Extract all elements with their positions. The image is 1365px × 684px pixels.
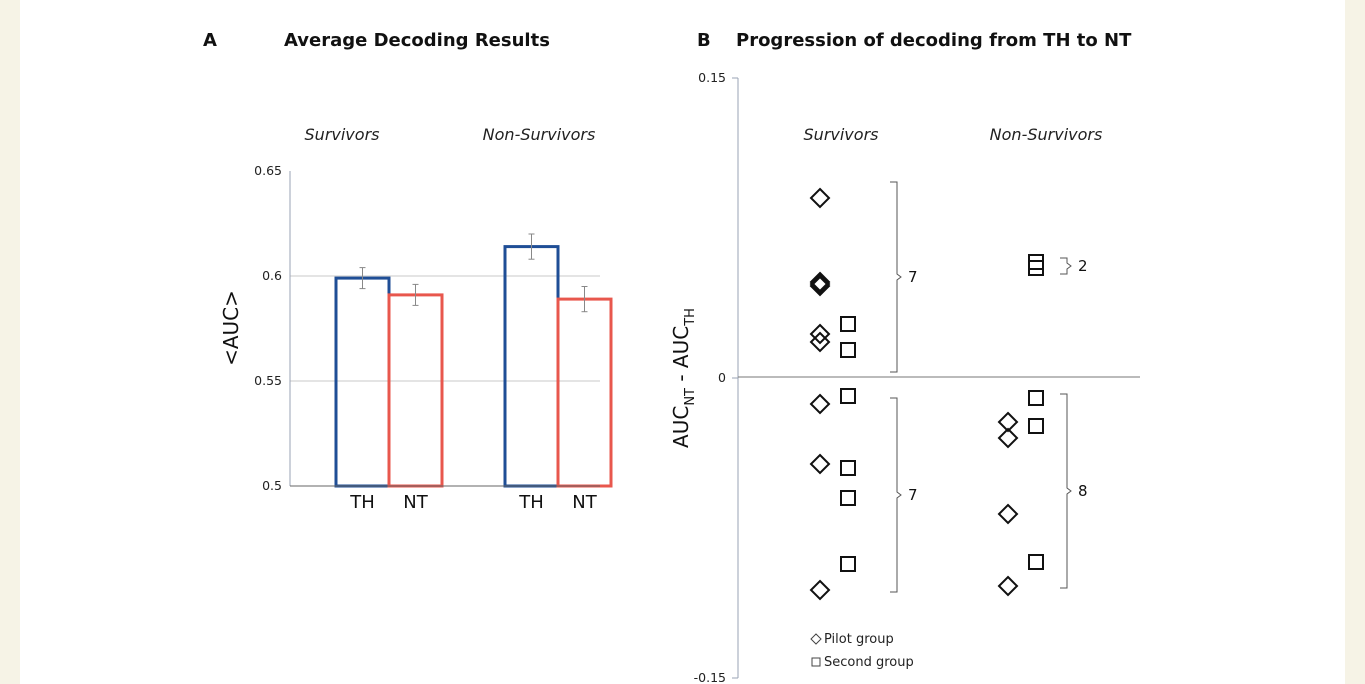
point-pilot-group	[809, 273, 831, 295]
legend-pilot-label: Pilot group	[824, 632, 894, 647]
panel-b-points	[809, 187, 1044, 601]
count-label: 2	[1078, 257, 1088, 275]
x-tick-label: TH	[518, 492, 544, 513]
panel-a-title: Average Decoding Results	[284, 30, 550, 51]
figure-canvas: A Average Decoding Results Survivors Non…	[203, 30, 1140, 684]
panel-b-title: Progression of decoding from TH to NT	[736, 30, 1132, 51]
point-pilot-group	[809, 453, 831, 475]
point-pilot-group	[809, 271, 831, 293]
panel-b-y-label: AUCNT - AUCTH	[669, 308, 698, 448]
count-bracket	[890, 397, 902, 593]
bar-nt-survivors	[387, 293, 444, 488]
figure: A Average Decoding Results Survivors Non…	[20, 0, 1345, 684]
panel-a-y-label: <AUC>	[219, 290, 243, 366]
panel-a-bars	[334, 245, 613, 488]
count-bracket	[1060, 393, 1072, 589]
point-second-group	[840, 556, 856, 572]
point-pilot-group	[809, 331, 831, 353]
point-pilot-group	[809, 393, 831, 415]
x-tick-label: NT	[572, 492, 597, 513]
y-tick-label: 0.15	[698, 70, 726, 85]
ylabel-main: AUC	[669, 406, 693, 448]
panel-b-letter: B	[697, 30, 711, 51]
y-tick-label: 0.65	[254, 163, 282, 178]
ylabel-sub-nt: NT	[683, 388, 698, 406]
panel-a-x-ticks: TH NT TH NT	[349, 492, 597, 513]
legend-second-label: Second group	[824, 655, 914, 670]
panel-b-y-ticks: -0.15 0 0.15	[694, 70, 738, 684]
x-tick-label: NT	[403, 492, 428, 513]
y-tick-label: 0.6	[262, 268, 282, 283]
point-second-group	[1028, 390, 1044, 406]
ylabel-main-2: AUC	[669, 326, 693, 368]
point-second-group	[840, 460, 856, 476]
panel-b: B Progression of decoding from TH to NT …	[669, 30, 1140, 684]
bar-nt-non-survivors	[556, 297, 613, 488]
point-second-group	[840, 316, 856, 332]
panel-a-gridlines	[290, 275, 600, 382]
panel-b-brackets: 7 7 2 8	[890, 181, 1088, 593]
group-label-survivors-b: Survivors	[804, 125, 879, 144]
y-tick-label: 0.5	[262, 478, 282, 493]
point-second-group	[1028, 554, 1044, 570]
point-second-group	[840, 490, 856, 506]
panel-b-legend: Pilot group Second group	[810, 632, 914, 670]
point-pilot-group	[809, 323, 831, 345]
group-label-nonsurvivors-b: Non-Survivors	[990, 125, 1103, 144]
count-bracket	[890, 181, 902, 373]
bar-th-survivors	[334, 276, 391, 488]
count-bracket	[1060, 257, 1072, 275]
panel-a: A Average Decoding Results Survivors Non…	[203, 30, 613, 513]
count-label: 7	[908, 268, 918, 286]
point-second-group	[840, 388, 856, 404]
point-pilot-group	[997, 411, 1019, 433]
x-tick-label: TH	[349, 492, 375, 513]
point-pilot-group	[809, 275, 831, 297]
ylabel-sub-th: TH	[683, 308, 698, 327]
y-tick-label: 0	[718, 370, 726, 385]
point-pilot-group	[997, 427, 1019, 449]
group-label-survivors-a: Survivors	[305, 125, 380, 144]
point-pilot-group	[809, 187, 831, 209]
group-label-nonsurvivors-a: Non-Survivors	[483, 125, 596, 144]
point-pilot-group	[809, 579, 831, 601]
panel-a-error-bars	[359, 233, 588, 313]
ylabel-separator: -	[669, 368, 693, 388]
panel-a-y-ticks: 0.5 0.55 0.6 0.65	[254, 163, 282, 493]
bar-th-non-survivors	[503, 245, 560, 488]
legend-square-icon	[811, 657, 821, 667]
y-tick-label: 0.55	[254, 373, 282, 388]
y-tick-label: -0.15	[694, 670, 726, 684]
point-second-group	[1028, 418, 1044, 434]
count-label: 7	[908, 486, 918, 504]
count-label: 8	[1078, 482, 1088, 500]
point-second-group	[1028, 260, 1044, 276]
point-pilot-group	[997, 575, 1019, 597]
legend-diamond-icon	[810, 633, 822, 645]
point-pilot-group	[997, 503, 1019, 525]
point-second-group	[840, 342, 856, 358]
panel-a-letter: A	[203, 30, 217, 51]
